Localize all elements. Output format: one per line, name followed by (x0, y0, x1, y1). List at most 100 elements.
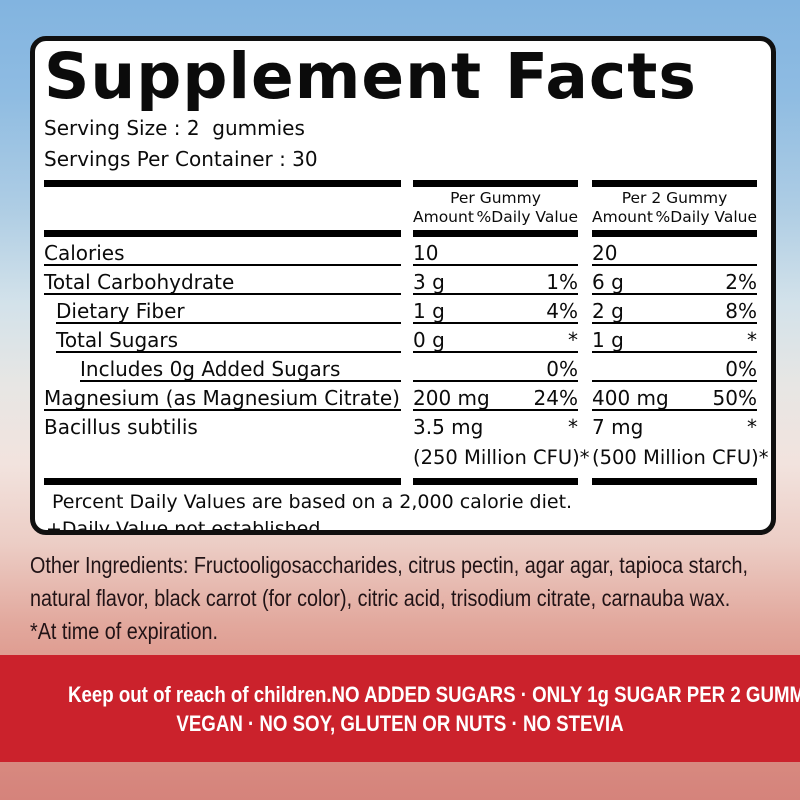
row-label: Magnesium (as Magnesium Citrate) (44, 382, 401, 411)
ingredients-line: *At time of expiration. (30, 618, 219, 644)
per-2-gummy-cell: 20 (592, 237, 757, 266)
amount-value: 3.5 mg (413, 415, 484, 439)
per-2-gummy-cell: 400 mg 50% (592, 382, 757, 411)
header-spacer (44, 189, 401, 227)
amount-value: 20 (592, 241, 618, 265)
amount-value: 1 g (592, 328, 624, 352)
table-row-bacillus-subtilis: Bacillus subtilis 3.5 mg * 7 mg * (44, 411, 762, 440)
row-label: Bacillus subtilis (44, 415, 198, 439)
per-gummy-cell: 0 g * (413, 324, 578, 353)
divider-bar (413, 230, 578, 237)
banner-line: VEGAN · NO SOY, GLUTEN OR NUTS · NO STEV… (176, 710, 624, 736)
column-gap (401, 478, 413, 485)
divider-bar (44, 180, 401, 187)
amount-value: 200 mg (413, 386, 490, 410)
row-label: Includes 0g Added Sugars (80, 353, 401, 382)
per-2-gummy-cfu: (500 Million CFU)* (592, 440, 768, 471)
divider-bar (413, 180, 578, 187)
cfu-value: (250 Million CFU)* (413, 446, 590, 469)
column-gap (401, 237, 413, 266)
table-column-headers: Per Gummy Amount %Daily Value Per 2 Gumm… (44, 189, 762, 227)
daily-value: 2% (725, 270, 757, 294)
row-label: Total Sugars (56, 324, 401, 353)
column-gap (578, 189, 592, 227)
per-gummy-cell: 1 g 4% (413, 295, 578, 324)
table-row-added-sugars: Includes 0g Added Sugars 0% 0% (44, 353, 762, 382)
column-gap (401, 382, 413, 411)
ingredients-line: Other Ingredients: Fructooligosaccharide… (30, 552, 748, 578)
divider-bar (592, 478, 757, 485)
daily-value: * (568, 415, 578, 439)
amount-value: 7 mg (592, 415, 644, 439)
row-label (44, 440, 401, 471)
header-daily-value-label: %Daily Value (476, 208, 578, 226)
daily-value: * (568, 328, 578, 352)
table-row-calories: Calories 10 20 (44, 237, 762, 266)
table-top-divider (44, 180, 762, 187)
daily-value: 0% (725, 357, 757, 381)
table-row-total-sugars: Total Sugars 0 g * 1 g * (44, 324, 762, 353)
per-gummy-cell: 10 (413, 237, 578, 266)
column-gap (578, 180, 592, 187)
amount-value: 2 g (592, 299, 624, 323)
daily-value: 4% (546, 299, 578, 323)
amount-value: 3 g (413, 270, 445, 294)
per-2-gummy-cell: 1 g * (592, 324, 757, 353)
divider-bar (592, 230, 757, 237)
header-daily-value-label: %Daily Value (655, 208, 757, 226)
column-gap (401, 266, 413, 295)
per-gummy-cell: 3.5 mg * (413, 411, 578, 440)
divider-bar (44, 230, 401, 237)
per-2-gummy-cell: 7 mg * (592, 411, 757, 440)
header-amount-label: Amount (413, 208, 474, 226)
banner-line: Keep out of reach of children.NO ADDED S… (68, 681, 800, 707)
amount-value: 1 g (413, 299, 445, 323)
column-gap (401, 295, 413, 324)
row-label: Dietary Fiber (56, 295, 401, 324)
column-gap (401, 324, 413, 353)
daily-value: * (747, 415, 757, 439)
divider-bar (413, 478, 578, 485)
footnote-daily-values: Percent Daily Values are based on a 2,00… (52, 491, 573, 513)
divider-bar (44, 478, 401, 485)
amount-value: 10 (413, 241, 439, 265)
column-gap (401, 411, 413, 440)
column-gap (401, 440, 413, 471)
amount-value: 400 mg (592, 386, 669, 410)
per-2-gummy-cell: 2 g 8% (592, 295, 757, 324)
table-row-magnesium: Magnesium (as Magnesium Citrate) 200 mg … (44, 382, 762, 411)
table-row-cfu: (250 Million CFU)* (500 Million CFU)* (44, 440, 768, 471)
serving-size-line: Serving Size : 2 gummies (44, 116, 305, 140)
column-gap (578, 266, 592, 295)
column-gap (401, 180, 413, 187)
column-gap (578, 382, 592, 411)
per-gummy-cell: 3 g 1% (413, 266, 578, 295)
daily-value: 24% (533, 386, 578, 410)
column-gap (578, 230, 592, 237)
column-gap (578, 295, 592, 324)
per-gummy-cell: 200 mg 24% (413, 382, 578, 411)
table-row-dietary-fiber: Dietary Fiber 1 g 4% 2 g 8% (44, 295, 762, 324)
panel-title: Supplement Facts (44, 40, 697, 113)
column-gap (578, 237, 592, 266)
daily-value: * (747, 328, 757, 352)
header-group-label: Per Gummy (450, 189, 541, 207)
column-gap (401, 353, 413, 382)
amount-value: 6 g (592, 270, 624, 294)
per-gummy-cell: 0% (413, 353, 578, 382)
column-gap (578, 440, 592, 471)
table-bottom-divider (44, 478, 762, 485)
daily-value: 8% (725, 299, 757, 323)
column-gap (578, 324, 592, 353)
column-gap (401, 189, 413, 227)
ingredients-line: natural flavor, black carrot (for color)… (30, 585, 731, 611)
header-amount-label: Amount (592, 208, 653, 226)
supplement-facts-panel: Supplement Facts Serving Size : 2 gummie… (30, 36, 776, 535)
daily-value: 50% (712, 386, 757, 410)
table-header-divider (44, 230, 762, 237)
column-gap (401, 230, 413, 237)
daily-value: 0% (546, 357, 578, 381)
other-ingredients-text: Other Ingredients: Fructooligosaccharide… (30, 549, 790, 648)
cfu-value: (500 Million CFU)* (592, 446, 769, 469)
